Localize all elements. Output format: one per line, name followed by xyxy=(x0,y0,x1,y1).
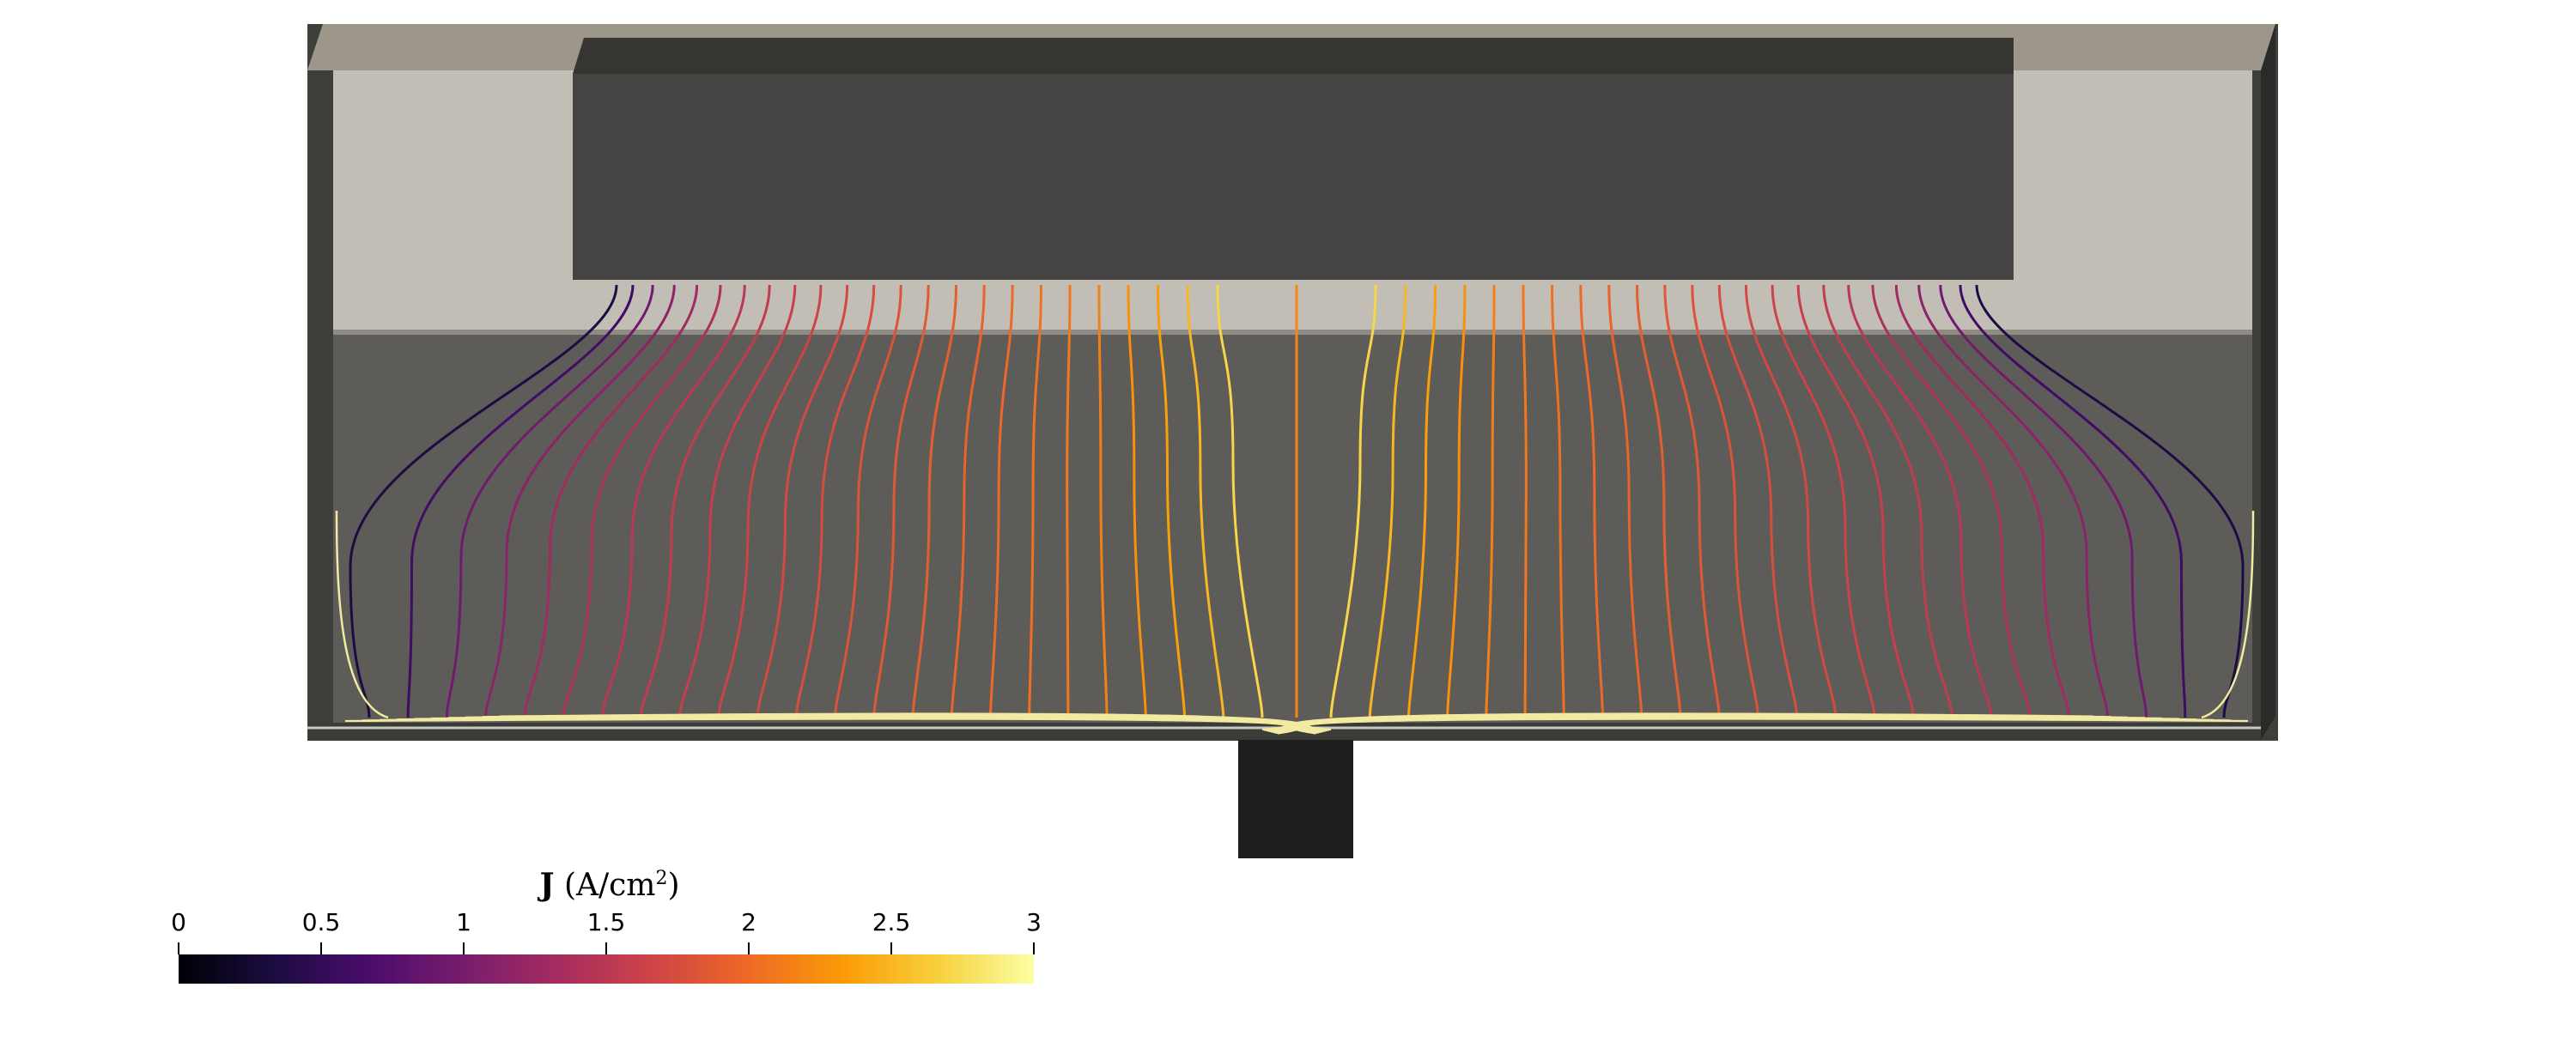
streamline xyxy=(484,284,676,718)
anode-top-face xyxy=(573,38,2014,74)
streamline xyxy=(1579,284,1605,718)
colorbar-title-unit: (A/cm xyxy=(554,868,656,903)
streamline xyxy=(1959,284,2187,718)
streamline xyxy=(1551,284,1565,718)
streamline xyxy=(1156,284,1187,718)
streamline xyxy=(756,284,849,718)
streamline xyxy=(988,284,1014,718)
streamline-wall xyxy=(2201,510,2255,719)
streamline xyxy=(1691,284,1759,718)
streamline xyxy=(794,284,876,718)
interface-line xyxy=(333,330,2252,335)
streamline xyxy=(950,284,986,718)
streamline xyxy=(1446,284,1467,718)
streamline xyxy=(717,284,823,718)
streamline xyxy=(1871,284,2032,718)
colorbar-tick-label: 3 xyxy=(1026,908,1042,936)
streamline xyxy=(349,284,618,718)
streamline xyxy=(1522,284,1528,718)
vessel-right-face xyxy=(2261,24,2275,740)
streamline xyxy=(600,284,746,718)
colorbar-tick-label: 1 xyxy=(456,908,471,936)
streamline xyxy=(640,284,771,718)
streamline xyxy=(834,284,902,718)
colorbar-title-exponent: 2 xyxy=(655,868,668,889)
streamline xyxy=(406,284,635,718)
streamline xyxy=(1822,284,1953,718)
colorbar-title: J (A/cm2) xyxy=(524,867,696,903)
streamline xyxy=(1406,284,1437,718)
streamline xyxy=(1939,284,2148,718)
lower-chamber xyxy=(333,335,2252,723)
colorbar-tick-label: 2.5 xyxy=(872,908,911,936)
streamline xyxy=(1771,284,1876,718)
streamline xyxy=(445,284,654,718)
streamline xyxy=(1607,284,1643,718)
streamline xyxy=(1216,284,1264,718)
current-streamlines xyxy=(335,284,2255,735)
streamline-bottom xyxy=(1288,712,2094,735)
streamline xyxy=(911,284,958,718)
colorbar-ticks xyxy=(178,942,1035,954)
streamline xyxy=(1329,284,1377,718)
streamline xyxy=(1744,284,1838,718)
streamline xyxy=(1066,284,1072,718)
streamline xyxy=(1368,284,1407,718)
streamline xyxy=(1485,284,1496,718)
streamline xyxy=(1028,284,1042,718)
colorbar xyxy=(179,954,1034,984)
streamline xyxy=(523,284,699,718)
streamline xyxy=(562,284,722,718)
cathode-collector xyxy=(1238,740,1353,858)
streamline xyxy=(1917,284,2109,718)
colorbar-tick-label: 1.5 xyxy=(586,908,626,936)
colorbar-tick-label: 0 xyxy=(171,908,186,936)
colorbar-title-symbol: J xyxy=(539,867,555,903)
colorbar-tick-label: 2 xyxy=(741,908,756,936)
streamline xyxy=(1894,284,2070,718)
streamline xyxy=(678,284,797,718)
colorbar-tick-label: 0.5 xyxy=(301,908,341,936)
streamline xyxy=(1796,284,1915,718)
streamline xyxy=(1635,284,1682,718)
streamline xyxy=(1847,284,1993,718)
streamline-wall xyxy=(335,510,389,719)
streamline xyxy=(872,284,930,718)
streamline xyxy=(1127,284,1147,718)
streamline xyxy=(1663,284,1721,718)
anode-block xyxy=(573,74,2014,280)
streamline xyxy=(1097,284,1109,718)
streamline xyxy=(1717,284,1799,718)
streamline xyxy=(1975,284,2245,718)
colorbar-title-close: ) xyxy=(667,868,680,903)
streamline xyxy=(1186,284,1225,718)
